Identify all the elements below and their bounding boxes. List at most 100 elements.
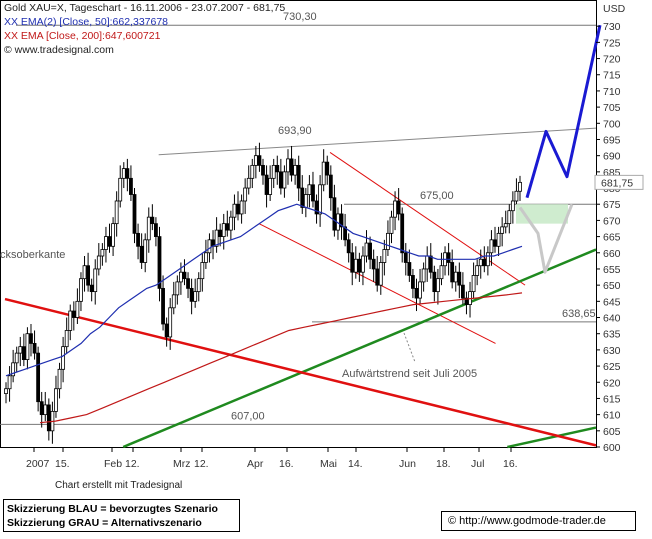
- x-tick-label: 14.: [348, 458, 363, 470]
- long-red-resistance: [4, 297, 597, 447]
- candle-body: [500, 226, 505, 234]
- candle-body: [353, 258, 358, 273]
- copyright-icon: ©: [4, 44, 12, 56]
- y-tick-label: 730: [603, 21, 621, 33]
- candle-body: [57, 368, 62, 390]
- candle-body: [68, 310, 73, 331]
- candle-body: [228, 216, 233, 231]
- candle-body: [514, 190, 519, 202]
- candle-body: [339, 213, 344, 228]
- x-tick-label: 2007: [26, 458, 50, 470]
- source-legend: © www.tradesignal.com: [4, 44, 114, 57]
- candle-body: [104, 236, 108, 250]
- candle-body: [39, 401, 44, 416]
- candle-body: [61, 346, 66, 370]
- candle-body: [439, 265, 444, 280]
- copyright-icon: ©: [448, 515, 457, 527]
- red-channel-upper: [329, 152, 526, 286]
- candle-body: [425, 255, 430, 270]
- candle-body: [121, 168, 126, 179]
- candle-body: [311, 184, 315, 202]
- candle-body: [14, 352, 19, 364]
- footer-url-box[interactable]: © http://www.godmode-trader.de: [441, 511, 636, 531]
- candle-body: [64, 330, 69, 348]
- candle-body: [503, 223, 508, 228]
- x-tick-label: 12.: [125, 458, 140, 470]
- candle-body: [193, 291, 198, 302]
- level-label: 675,00: [420, 190, 454, 202]
- y-tick-label: 705: [603, 102, 621, 114]
- candle-body: [350, 252, 355, 273]
- candle-body: [11, 362, 16, 377]
- source-text[interactable]: www.tradesignal.com: [14, 44, 114, 56]
- candle-body: [296, 164, 301, 189]
- candle-body: [225, 223, 230, 231]
- candle-body: [129, 177, 133, 195]
- candle-body: [246, 177, 251, 189]
- footer-url[interactable]: http://www.godmode-trader.de: [459, 515, 606, 527]
- candle-body: [243, 187, 248, 202]
- uptrend-pointer: [403, 332, 416, 363]
- candle-body: [179, 271, 183, 283]
- candle-body: [510, 200, 515, 212]
- last-price-label: 681,75: [601, 177, 633, 189]
- candle-body: [421, 268, 426, 283]
- candle-body: [396, 200, 401, 215]
- ema200-legend: XX EMA [Close, 200]:647,600721: [4, 30, 161, 42]
- candle-body: [150, 216, 155, 225]
- blue-scenario-path: [525, 24, 602, 199]
- green-lower-line: [507, 426, 597, 449]
- scenario-grey-text: Skizzierung GRAU = Alternativszenario: [7, 517, 202, 529]
- candle-body: [54, 388, 58, 412]
- candle-body: [111, 223, 115, 247]
- candle-body: [314, 200, 319, 215]
- candle-body: [343, 226, 347, 241]
- candle-body: [321, 161, 326, 186]
- scenario-legend-box: Skizzierung BLAU = bevorzugtes Szenario …: [3, 499, 240, 532]
- candle-body: [218, 229, 223, 237]
- y-tick-label: 720: [603, 54, 621, 66]
- candle-body: [286, 158, 290, 173]
- y-tick-label: 640: [603, 313, 621, 325]
- candle-body: [154, 223, 158, 237]
- x-tick-label: 18.: [436, 458, 451, 470]
- candle-body: [164, 323, 169, 338]
- candle-body: [460, 284, 465, 299]
- candle-body: [250, 164, 255, 179]
- candle-body: [189, 287, 194, 302]
- candle-body: [471, 275, 476, 293]
- ema50-line: [5, 203, 523, 377]
- ema200-line: [39, 292, 523, 424]
- candle-body: [168, 307, 173, 338]
- candle-body: [232, 203, 237, 218]
- level-label: 730,30: [283, 11, 317, 23]
- candle-body: [18, 346, 23, 354]
- y-tick-label: 715: [603, 70, 621, 82]
- candle-body: [257, 155, 262, 166]
- candle-body: [107, 236, 112, 247]
- candle-body: [236, 203, 240, 215]
- candle-body: [136, 232, 140, 247]
- upper-grey-trendline: [158, 127, 597, 156]
- y-tick-label: 610: [603, 410, 621, 422]
- chart-title: Gold XAU=X, Tageschart - 16.11.2006 - 23…: [4, 2, 286, 14]
- candle-body: [457, 271, 462, 286]
- candle-body: [275, 164, 280, 173]
- candle-body: [418, 281, 422, 299]
- uptrend-label: Aufwärtstrend seit Juli 2005: [342, 368, 477, 380]
- candle-body: [371, 258, 376, 270]
- candle-body: [411, 275, 415, 289]
- candle-body: [282, 171, 287, 189]
- candle-body: [196, 278, 201, 293]
- candle-body: [386, 232, 390, 250]
- candle-body: [7, 375, 12, 390]
- candle-body: [86, 265, 90, 286]
- candle-body: [46, 404, 51, 432]
- x-tick-label: Mai: [320, 458, 337, 470]
- y-tick-label: 665: [603, 232, 621, 244]
- y-tick-label: 615: [603, 393, 621, 405]
- candle-body: [485, 252, 490, 267]
- chart-credit: Chart erstellt mit Tradesignal: [55, 480, 183, 491]
- grey-scenario-path: [518, 203, 574, 274]
- candle-body: [475, 265, 480, 276]
